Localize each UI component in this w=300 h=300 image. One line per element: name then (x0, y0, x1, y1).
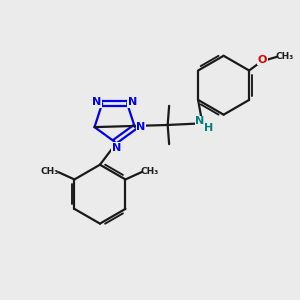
Text: O: O (258, 55, 267, 65)
Text: H: H (204, 123, 214, 133)
Text: CH₃: CH₃ (141, 167, 159, 176)
Text: N: N (195, 116, 205, 126)
Text: CH₃: CH₃ (276, 52, 294, 61)
Text: N: N (92, 97, 101, 107)
Text: N: N (128, 97, 137, 107)
Text: N: N (112, 142, 121, 153)
Text: N: N (136, 122, 145, 132)
Text: CH₃: CH₃ (41, 167, 59, 176)
